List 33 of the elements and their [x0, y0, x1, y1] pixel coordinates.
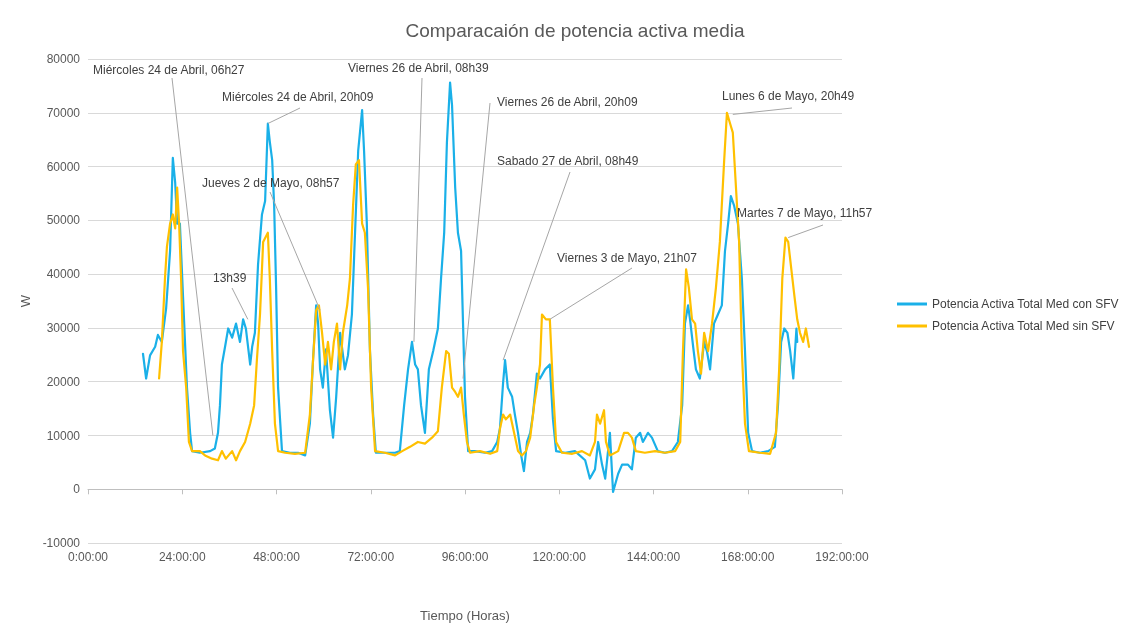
x-tick-label: 48:00:00	[253, 550, 301, 565]
x-tick-label: 72:00:00	[347, 550, 395, 565]
y-tick-label: 40000	[46, 267, 81, 282]
annotation: Sabado 27 de Abril, 08h49	[497, 154, 639, 168]
legend-label: Potencia Activa Total Med con SFV	[932, 297, 1119, 311]
y-tick-label: 70000	[46, 105, 81, 120]
x-tick-label: 24:00:00	[158, 550, 206, 565]
x-tick-label: 144:00:00	[626, 550, 681, 565]
annotation: Viernes 3 de Mayo, 21h07	[557, 251, 698, 265]
x-axis-title: Tiempo (Horas)	[420, 607, 510, 623]
x-tick-label: 96:00:00	[441, 550, 489, 565]
x-tick-label: 168:00:00	[721, 550, 775, 565]
annotation: Lunes 6 de Mayo, 20h49	[722, 89, 855, 103]
y-tick-label: 50000	[46, 213, 81, 228]
annotation: Martes 7 de Mayo, 11h57	[737, 206, 873, 220]
annotation: Viernes 26 de Abril, 20h09	[497, 95, 638, 109]
y-tick-label: 80000	[46, 52, 81, 66]
y-axis-title: W	[17, 294, 33, 308]
annotation: Viernes 26 de Abril, 08h39	[348, 61, 489, 75]
y-tick-label: 0	[73, 482, 81, 497]
x-tick-label: 192:00:00	[815, 550, 870, 565]
x-tick-label: 120:00:00	[532, 550, 587, 565]
y-tick-label: 60000	[46, 159, 81, 174]
annotation: Miércoles 24 de Abril, 20h09	[222, 90, 374, 104]
y-tick-label: 20000	[46, 374, 81, 389]
y-tick-label: -10000	[42, 536, 81, 551]
annotation: 13h39	[213, 271, 247, 285]
y-tick-label: 30000	[46, 320, 81, 335]
x-tick-label: 0:00:00	[67, 550, 109, 565]
legend-label: Potencia Activa Total Med sin SFV	[932, 319, 1115, 333]
chart-title: Comparacaión de potencia activa media	[405, 20, 745, 41]
y-tick-label: 10000	[46, 428, 81, 443]
annotation: Miércoles 24 de Abril, 06h27	[93, 63, 245, 77]
